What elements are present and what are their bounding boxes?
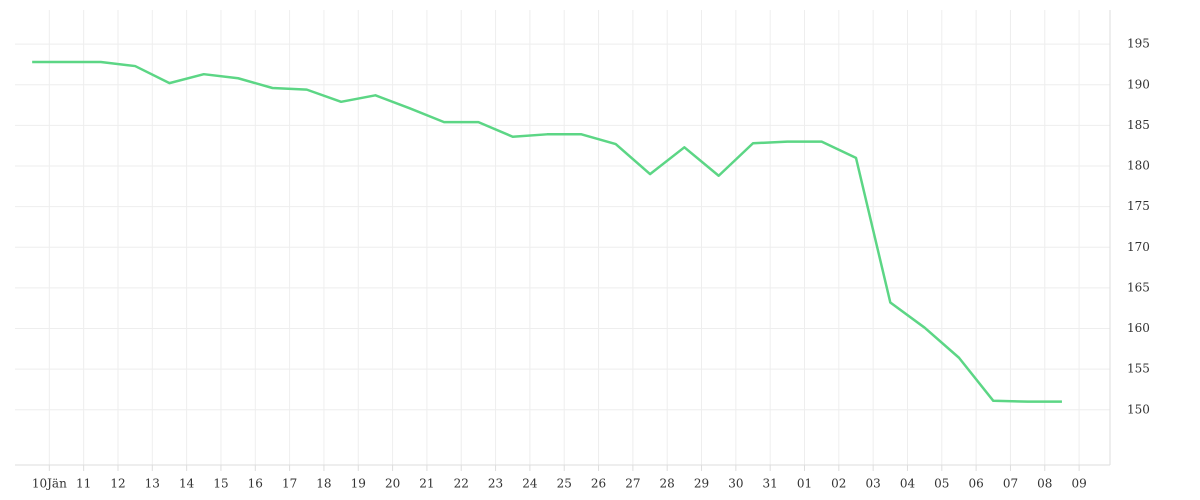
y-tick-label: 150 — [1127, 402, 1150, 416]
x-tick-label: 03 — [866, 477, 881, 491]
y-tick-label: 160 — [1127, 321, 1150, 335]
x-tick-label: 17 — [282, 477, 297, 491]
x-tick-label: 15 — [213, 477, 228, 491]
x-tick-label: 08 — [1037, 477, 1052, 491]
x-tick-label: 26 — [591, 477, 606, 491]
x-tick-label: 12 — [110, 477, 125, 491]
x-tick-label: 24 — [522, 477, 538, 491]
line-series — [32, 60, 1062, 403]
x-tick-label: 01 — [797, 477, 812, 491]
x-tick-label: 31 — [763, 477, 778, 491]
x-tick-label: 13 — [145, 477, 160, 491]
y-tick-label: 165 — [1127, 280, 1150, 294]
x-tick-label: 18 — [316, 477, 331, 491]
y-tick-label: 170 — [1127, 240, 1150, 254]
y-tick-label: 195 — [1127, 37, 1150, 51]
x-tick-label: 04 — [900, 477, 916, 491]
y-tick-label: 155 — [1127, 362, 1150, 376]
x-tick-label: 07 — [1003, 477, 1018, 491]
x-tick-label: 19 — [351, 477, 366, 491]
y-tick-label: 175 — [1127, 199, 1150, 213]
x-tick-label: 23 — [488, 477, 503, 491]
y-tick-label: 180 — [1127, 159, 1150, 173]
x-tick-label: 09 — [1071, 477, 1086, 491]
x-tick-label: 30 — [728, 477, 743, 491]
x-tick-label: 02 — [831, 477, 846, 491]
x-tick-label: 20 — [385, 477, 400, 491]
y-tick-label: 185 — [1127, 118, 1150, 132]
x-tick-label: 11 — [76, 477, 91, 491]
x-tick-label: 16 — [248, 477, 263, 491]
x-tick-label: 28 — [660, 477, 675, 491]
x-tick-label: 05 — [934, 477, 949, 491]
x-tick-label: 21 — [419, 477, 434, 491]
x-tick-label: 27 — [625, 477, 640, 491]
x-tick-label: 06 — [968, 477, 983, 491]
x-tick-label: 29 — [694, 477, 709, 491]
y-tick-label: 190 — [1127, 77, 1150, 91]
x-tick-label: 25 — [557, 477, 572, 491]
x-tick-label: 14 — [179, 477, 195, 491]
x-tick-label: 10Jän — [32, 477, 67, 491]
x-tick-label: 22 — [454, 477, 469, 491]
